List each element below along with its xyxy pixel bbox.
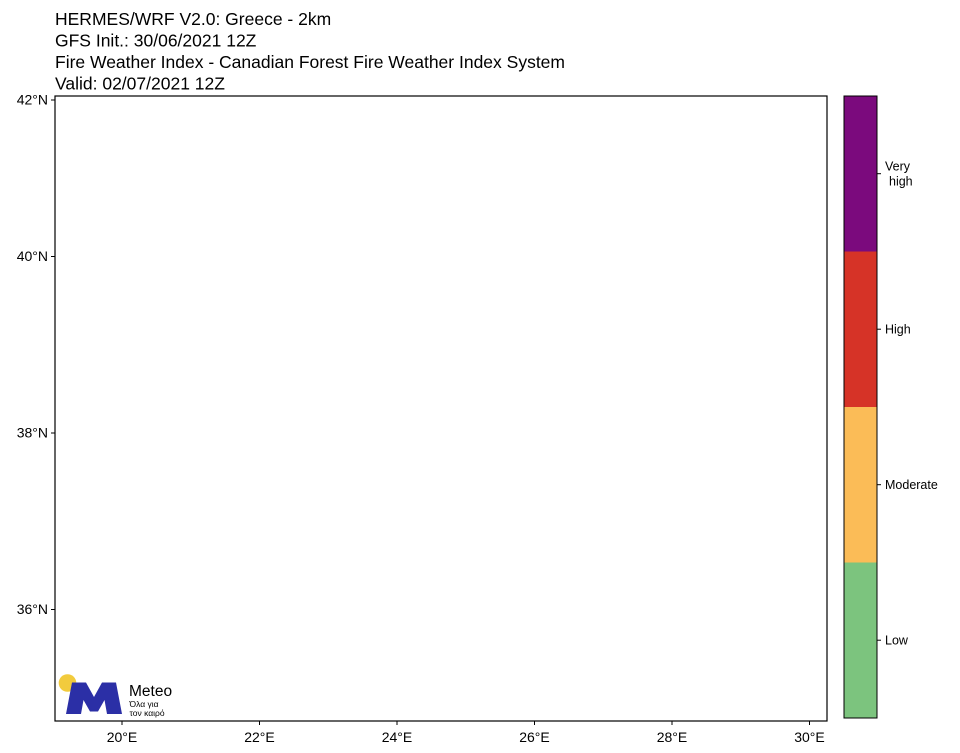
svg-text:20°E: 20°E [107, 729, 138, 745]
svg-text:26°E: 26°E [519, 729, 550, 745]
svg-text:30°E: 30°E [794, 729, 825, 745]
svg-text:36°N: 36°N [17, 601, 48, 617]
svg-text:Όλα για: Όλα για [129, 699, 159, 709]
svg-text:High: High [885, 323, 911, 337]
svg-text:40°N: 40°N [17, 248, 48, 264]
svg-text:Valid: 02/07/2021 12Z: Valid: 02/07/2021 12Z [55, 74, 225, 94]
svg-text:22°E: 22°E [244, 729, 275, 745]
svg-text:Moderate: Moderate [885, 478, 938, 492]
svg-text:τον καιρό: τον καιρό [130, 708, 165, 718]
svg-text:28°E: 28°E [657, 729, 688, 745]
svg-text:Fire Weather Index - Canadian: Fire Weather Index - Canadian Forest Fir… [55, 52, 565, 72]
svg-text:high: high [889, 175, 913, 189]
svg-text:HERMES/WRF V2.0: Greece - 2km: HERMES/WRF V2.0: Greece - 2km [55, 9, 331, 29]
svg-text:Very: Very [885, 160, 911, 174]
svg-text:42°N: 42°N [17, 92, 48, 108]
svg-text:24°E: 24°E [382, 729, 413, 745]
svg-text:GFS Init.: 30/06/2021 12Z: GFS Init.: 30/06/2021 12Z [55, 31, 257, 51]
svg-text:Meteo: Meteo [129, 683, 172, 700]
svg-text:Low: Low [885, 634, 909, 648]
svg-text:38°N: 38°N [17, 425, 48, 441]
